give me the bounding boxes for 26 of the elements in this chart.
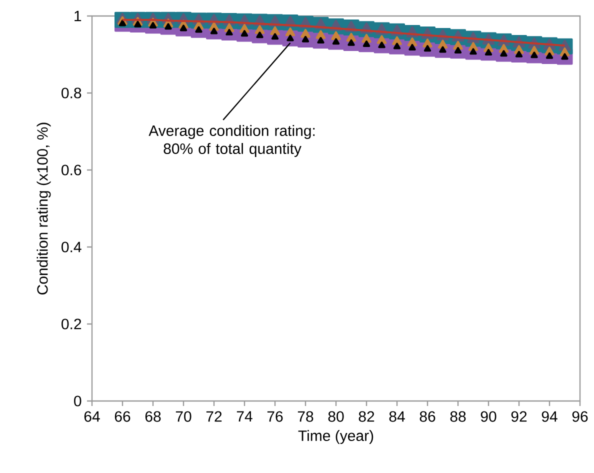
y-tick-label: 0.8 xyxy=(62,88,82,98)
y-tick-label: 0.6 xyxy=(62,164,82,176)
x-axis-title: Time (year) xyxy=(298,430,374,444)
x-tick-label: 88 xyxy=(450,411,466,422)
y-tick-label: 0.2 xyxy=(62,318,82,330)
x-tick-label: 70 xyxy=(176,411,192,422)
y-axis-title: Condition rating (x100, %) xyxy=(36,122,51,294)
x-tick-label: 86 xyxy=(420,411,436,422)
y-tick-label: 0.4 xyxy=(62,242,82,252)
x-tick-label: 94 xyxy=(542,411,558,422)
x-tick-label: 92 xyxy=(511,411,527,422)
y-tick-label: 1 xyxy=(74,10,82,22)
x-tick-label: 90 xyxy=(480,411,496,422)
x-tick-label: 78 xyxy=(298,411,314,422)
x-tick-label: 80 xyxy=(328,411,344,422)
x-tick-label: 72 xyxy=(206,411,222,422)
x-tick-label: 84 xyxy=(389,411,405,422)
x-tick-label: 64 xyxy=(84,411,100,422)
x-tick-label: 82 xyxy=(358,411,374,422)
x-tick-label: 66 xyxy=(114,411,130,422)
x-tick-label: 74 xyxy=(236,411,252,422)
x-tick-label: 76 xyxy=(267,411,283,422)
annotation: Average condition rating: 80% of total quantity xyxy=(148,124,315,157)
x-tick-label: 68 xyxy=(145,411,161,422)
y-tick-label: 0 xyxy=(74,396,82,406)
x-tick-label: 96 xyxy=(572,411,588,422)
